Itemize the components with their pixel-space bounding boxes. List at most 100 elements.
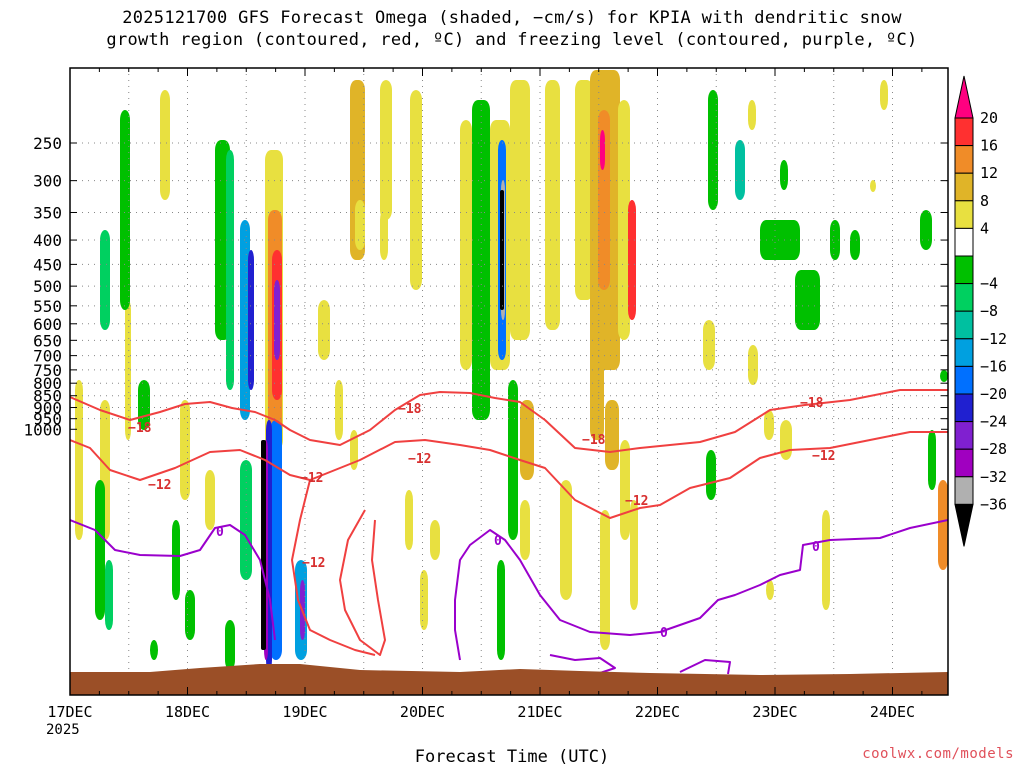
colorbar-swatch [954,448,974,478]
x-tick-label: 22DEC [635,703,680,721]
contour-label: 0 [494,534,502,549]
omega-cell [760,220,800,260]
x-axis-label: Forecast Time (UTC) [414,747,610,767]
omega-cell [460,120,472,370]
omega-cell [95,480,105,620]
y-tick-label: 800 [33,374,62,393]
y-tick-label: 950 [33,410,62,429]
omega-cell [766,580,774,600]
colorbar-swatch [954,172,974,202]
omega-cell [205,470,215,530]
omega-cell [225,620,235,670]
omega-cell [497,560,505,660]
terrain [70,664,948,695]
temperature-contours [70,389,948,679]
omega-shading [75,70,948,670]
y-axis-ticks: 2503003504004505005506006507007508008509… [23,134,948,439]
omega-cell [172,520,180,600]
colorbar-label: −36 [980,495,1007,513]
omega-cell [618,100,630,340]
omega-cell [318,300,330,360]
contour-label: −12 [408,452,431,467]
contour-label: 0 [660,626,668,641]
year-label: 2025 [46,722,80,738]
omega-cell [620,440,630,540]
omega-cell [735,140,745,200]
y-tick-label: 750 [33,361,62,380]
colorbar-swatch [954,421,974,450]
omega-cell [240,460,252,580]
omega-cell [630,540,638,610]
omega-cell [628,200,636,320]
x-tick-label: 17DEC [47,703,92,721]
omega-cell [405,490,413,550]
omega-cell [420,570,428,630]
y-tick-label: 1000 [23,420,62,439]
colorbar-label: 20 [980,109,998,127]
colorbar-swatch [954,227,974,257]
contour-labels: −18 −18 −18 −18 −12 −12 −12 −12 −12 −12 0 0 0 0 [128,396,835,641]
omega-cell [940,370,948,382]
omega-cell [335,380,343,440]
omega-cell [850,230,860,260]
y-tick-label: 850 [33,387,62,406]
contour-label: −12 [148,478,171,493]
colorbar-swatch [954,338,974,367]
contour-line [70,389,948,453]
omega-cell [240,220,250,420]
y-tick-label: 550 [33,297,62,316]
omega-cell [180,400,190,500]
omega-cell [380,210,388,260]
colorbar-label: 12 [980,164,998,182]
omega-cell [500,190,504,310]
colorbar-swatch [954,255,974,285]
colorbar-swatch [954,200,974,229]
colorbar-label: −28 [980,440,1007,458]
omega-cell [764,410,774,440]
omega-cell [226,150,234,390]
omega-cell [160,90,170,200]
contour-line [70,431,948,519]
y-tick-label: 300 [33,172,62,191]
omega-cell [703,320,715,370]
y-tick-label: 450 [33,255,62,274]
colorbar: 20 16 12 8 4 −4 −8 −12 −16 −20 −24 −28 −32 −36 [954,75,1007,547]
colorbar-label: −16 [980,357,1007,375]
omega-cell [938,480,948,570]
colorbar-swatch [954,283,974,312]
omega-cell [870,180,876,192]
omega-cell [100,230,110,330]
omega-cell [600,510,610,650]
omega-cell [150,640,158,660]
omega-cell [520,500,530,560]
colorbar-swatch [954,476,974,505]
colorbar-swatch [954,117,974,147]
colorbar-label: −32 [980,468,1007,486]
omega-cell [920,210,932,250]
omega-cell [545,80,560,330]
y-tick-label: 900 [33,399,62,418]
omega-cell [270,420,282,660]
contour-line [454,519,948,661]
omega-cell [380,80,392,220]
omega-cell [780,420,792,460]
omega-cell [508,380,518,540]
omega-cell [928,430,936,490]
omega-cell [575,80,593,300]
contour-line [339,509,386,656]
contour-label: −12 [300,471,323,486]
omega-cell [560,480,572,600]
colorbar-label: 8 [980,192,989,210]
colorbar-label: −4 [980,275,998,293]
colorbar-swatch [954,310,974,340]
contour-label: −12 [302,556,325,571]
colorbar-swatch [954,145,974,174]
omega-cell [706,450,716,500]
contour-label: −18 [582,433,606,448]
omega-cell [105,560,113,630]
omega-cell [822,510,830,610]
credit-link[interactable]: coolwx.com/models [862,746,1014,762]
y-tick-label: 600 [33,315,62,334]
chart-title-line-2: growth region (contoured, red, ºC) and f… [106,30,918,50]
